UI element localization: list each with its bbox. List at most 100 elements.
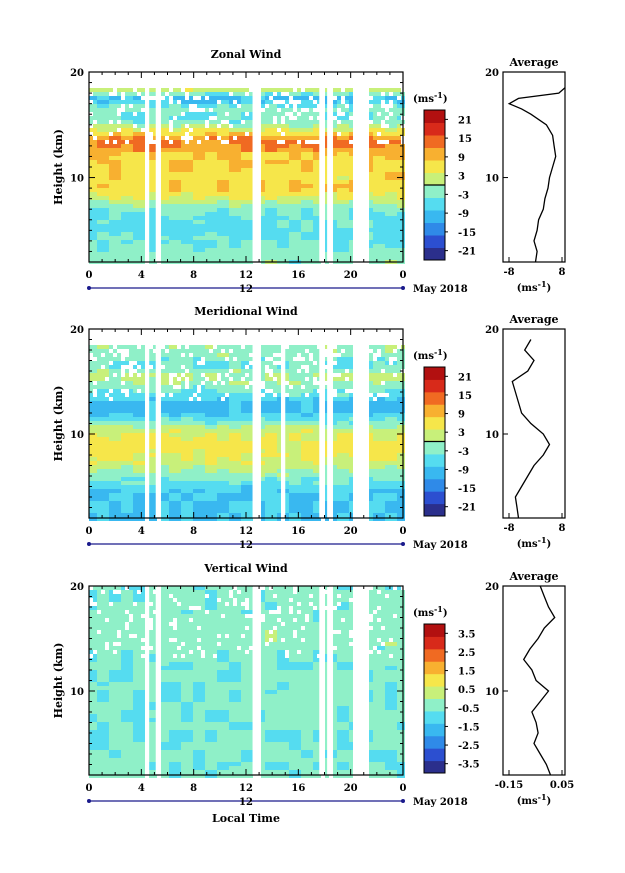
vertical-colorbar-tick: -2.5 [458,741,480,752]
zonal-colorbar-tick: 3 [458,172,465,183]
meridional-average-xtick: -8 [503,523,514,534]
zonal-colorbar-swatch [424,222,445,236]
meridional-average-ytick: 10 [485,430,499,441]
vertical-ytick-label: 10 [70,687,84,698]
meridional-average-line [511,339,551,519]
vertical-colorbar-tick: 0.5 [458,685,475,696]
zonal-colorbar-tick: 15 [458,134,472,145]
zonal-average-line [507,87,566,263]
zonal-average-ytick: 10 [485,174,499,185]
vertical-gap-3 [319,587,324,775]
vertical-gap-0 [145,587,150,775]
meridional-average-xlabel: (ms-1) [517,535,552,550]
meridional-colorbar-tick: -21 [458,503,476,514]
meridional-colorbar-swatch [424,478,445,492]
zonal-colorbar-swatch [424,160,445,173]
zonal-panel: Zonal Wind 0 4 8 12 16 20 0 10 20 Height (km) 12 May… [52,48,566,295]
zonal-colorbar-swatch [424,247,445,261]
vertical-xtick-label: 0 [400,783,407,794]
zonal-average-xlabel: (ms-1) [517,279,552,294]
meridional-month-label: May 2018 [413,540,468,551]
vertical-ytick-label: 20 [70,582,84,593]
zonal-colorbar-swatch [424,172,445,186]
vertical-average-frame [502,585,566,776]
meridional-panel: Meridional Wind 0 4 8 12 16 20 0 10 20 Height (km)… [52,305,566,551]
meridional-xtick-label: 0 [400,526,407,537]
vertical-ylabel: Height (km) [52,643,65,719]
vertical-colorbar-swatch [424,710,445,724]
vertical-panel: Vertical Wind 0 4 8 12 16 20 0 10 20 Height (km) 12… [52,562,574,825]
meridional-colorbar-tick: -15 [458,484,476,495]
zonal-average-title: Average [508,56,558,69]
zonal-colorbar-swatch [424,135,445,148]
vertical-xtick-label: 12 [239,783,253,794]
meridional-colorbar-swatch [424,503,445,517]
vertical-date-label: 12 [239,797,253,808]
meridional-xtick-label: 4 [138,526,145,537]
meridional-colorbar-swatch [424,404,445,418]
zonal-xtick-label: 12 [239,270,253,281]
meridional-gap-0 [145,330,150,518]
zonal-heatmap [89,88,405,264]
meridional-xtick-label: 20 [344,526,358,537]
zonal-colorbar-tick: -9 [458,209,469,220]
zonal-colorbar-swatch [424,147,445,161]
vertical-average-title: Average [508,570,558,583]
vertical-colorbar-swatch [424,698,445,712]
meridional-ytick-label: 10 [70,430,84,441]
vertical-colorbar-unit: (ms-1) [413,604,448,619]
zonal-gap-3 [319,73,324,262]
zonal-title: Zonal Wind [211,48,282,61]
zonal-gap-0 [145,73,150,262]
meridional-colorbar-swatch [424,466,445,480]
meridional-gap-1 [155,330,160,518]
zonal-colorbar-swatch [424,235,445,248]
vertical-gap-2 [252,587,260,775]
meridional-colorbar-tick: 9 [458,410,465,421]
meridional-date-label: 12 [239,540,253,551]
meridional-colorbar-swatch [424,391,445,405]
meridional-xtick-label: 8 [190,526,197,537]
meridional-title: Meridional Wind [194,305,298,318]
vertical-xtick-label: 0 [86,783,93,794]
zonal-ytick-label: 10 [70,174,84,185]
vertical-average-xtick: 0.05 [550,780,574,791]
vertical-colorbar-swatch [424,661,445,675]
meridional-xtick-label: 12 [239,526,253,537]
zonal-date-label: 12 [239,284,253,295]
vertical-colorbar-swatch [424,686,445,699]
meridional-gap-5 [327,330,332,518]
vertical-xtick-label: 8 [190,783,197,794]
meridional-average-xtick: 8 [559,523,566,534]
vertical-xlabel: Local Time [212,812,280,825]
zonal-average-frame [502,71,566,263]
vertical-colorbar-tick: -3.5 [458,760,480,771]
vertical-gap-5 [353,587,369,775]
vertical-month-label: May 2018 [413,797,468,808]
zonal-colorbar-swatch [424,122,445,136]
vertical-colorbar-swatch [424,735,445,749]
zonal-colorbar-unit: (ms-1) [413,90,448,105]
vertical-colorbar-swatch [424,723,445,737]
meridional-gap-3 [281,330,286,518]
meridional-colorbar-swatch [424,491,445,505]
meridional-average-title: Average [508,313,558,326]
vertical-colorbar-tick: -1.5 [458,722,480,733]
zonal-gap-2 [252,73,260,262]
meridional-xtick-label: 0 [86,526,93,537]
vertical-average-ytick: 10 [485,687,499,698]
vertical-xtick-label: 20 [344,783,358,794]
vertical-colorbar-frame [423,623,446,774]
zonal-colorbar-tick: -3 [458,190,469,201]
meridional-gap-6 [353,330,369,518]
zonal-gap-4 [327,73,332,262]
vertical-xtick-label: 4 [138,783,145,794]
vertical-colorbar-tick: -0.5 [458,704,480,715]
meridional-heatmap [89,345,405,521]
zonal-average-xtick: 8 [559,267,566,278]
zonal-colorbar-tick: 9 [458,153,465,164]
zonal-xtick-label: 16 [291,270,305,281]
zonal-xtick-label: 0 [86,270,93,281]
zonal-average-ytick: 20 [485,68,499,79]
